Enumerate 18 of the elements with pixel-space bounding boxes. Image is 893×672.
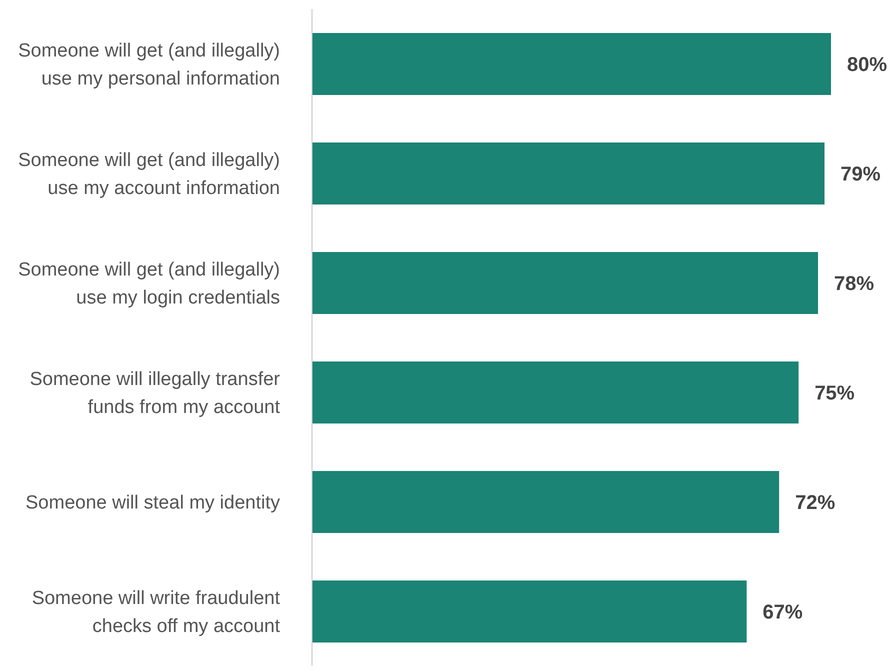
bar (312, 33, 831, 95)
data-label: 78% (834, 273, 874, 296)
data-label: 67% (762, 602, 803, 624)
y-tick-label: Someone will get (and illegally) use my personal information (18, 40, 280, 90)
y-tick-label: Someone will steal my identity (26, 492, 280, 514)
y-tick-label: Someone will get (and illegally) use my account information (18, 150, 280, 199)
data-label: 80% (847, 54, 888, 76)
y-tick-label: Someone will write fraudulent checks off my account (32, 588, 281, 637)
bar (312, 252, 818, 314)
bar (312, 471, 780, 533)
bar (312, 580, 747, 642)
data-label: 79% (840, 164, 881, 186)
y-tick-label: Someone will illegally transfer funds from my account (30, 368, 281, 418)
data-label: 72% (795, 492, 836, 514)
y-tick-label: Someone will get (and illegally) use my login credentials (18, 259, 280, 308)
bar (312, 362, 799, 424)
bar (312, 142, 825, 204)
data-label: 75% (814, 382, 855, 405)
